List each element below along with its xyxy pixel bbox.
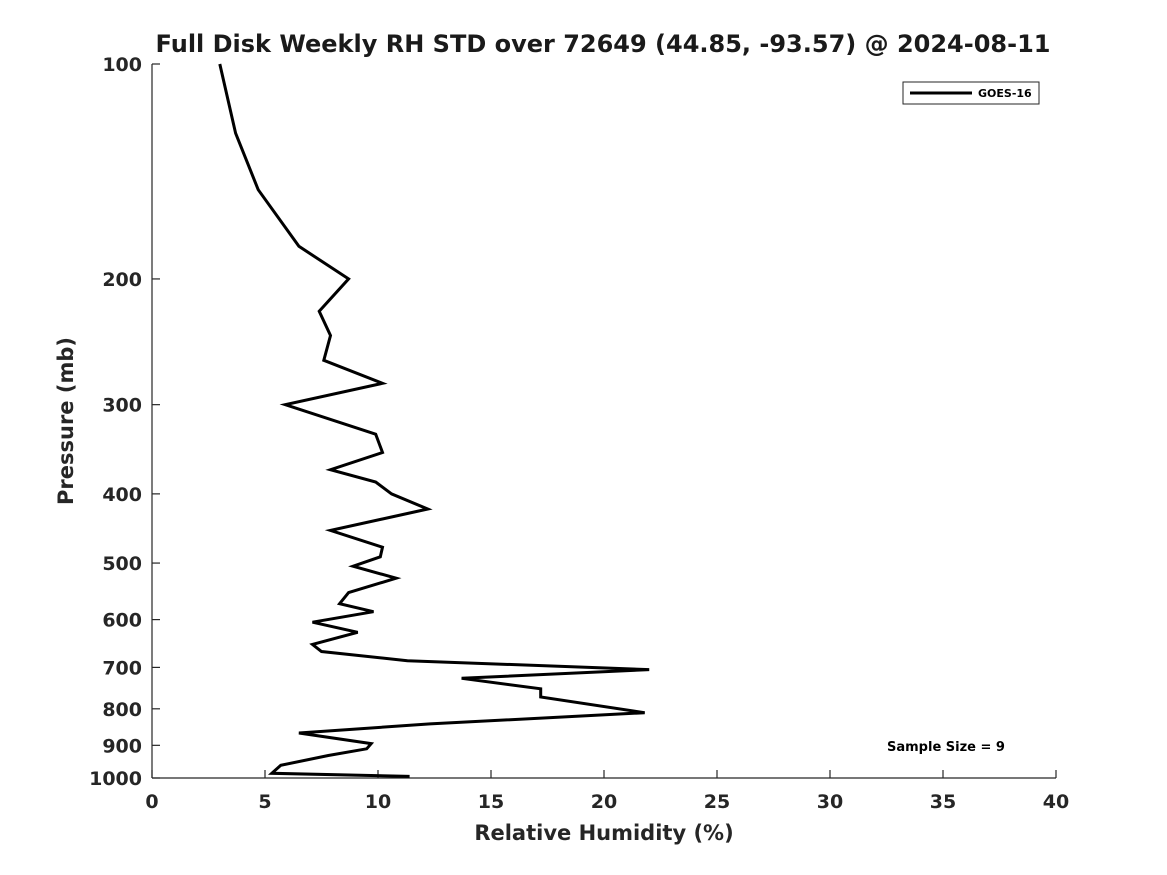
x-axis-label: Relative Humidity (%) <box>474 821 733 845</box>
y-tick-label: 500 <box>102 553 142 575</box>
series-line-goes-16 <box>218 63 650 778</box>
y-tick-label: 400 <box>102 484 142 506</box>
x-ticks: 0 5 10 15 20 25 30 35 40 <box>145 770 1069 813</box>
sample-size-annotation: Sample Size = 9 <box>887 740 1005 755</box>
y-tick-label: 1000 <box>89 768 142 790</box>
x-tick-label: 10 <box>365 791 391 813</box>
y-tick-label: 600 <box>102 610 142 632</box>
y-tick-label: 300 <box>102 395 142 417</box>
y-tick-label: 100 <box>102 54 142 76</box>
x-tick-label: 25 <box>704 791 730 813</box>
y-tick-label: 200 <box>102 269 142 291</box>
legend-entry-goes-16: GOES-16 <box>978 87 1032 100</box>
x-tick-label: 40 <box>1043 791 1069 813</box>
legend: GOES-16 <box>902 81 1040 105</box>
y-tick-label: 900 <box>102 735 142 757</box>
x-tick-label: 30 <box>817 791 843 813</box>
x-tick-label: 5 <box>258 791 271 813</box>
y-tick-label: 700 <box>102 657 142 679</box>
y-axis-label: Pressure (mb) <box>54 337 78 505</box>
x-tick-label: 20 <box>591 791 617 813</box>
x-tick-label: 35 <box>930 791 956 813</box>
y-tick-label: 800 <box>102 699 142 721</box>
x-tick-label: 0 <box>145 791 158 813</box>
y-ticks: 100 200 300 400 500 600 700 800 900 1000 <box>89 54 160 790</box>
series-group <box>218 63 650 778</box>
x-tick-label: 15 <box>478 791 504 813</box>
chart-title: Full Disk Weekly RH STD over 72649 (44.8… <box>156 30 1051 58</box>
